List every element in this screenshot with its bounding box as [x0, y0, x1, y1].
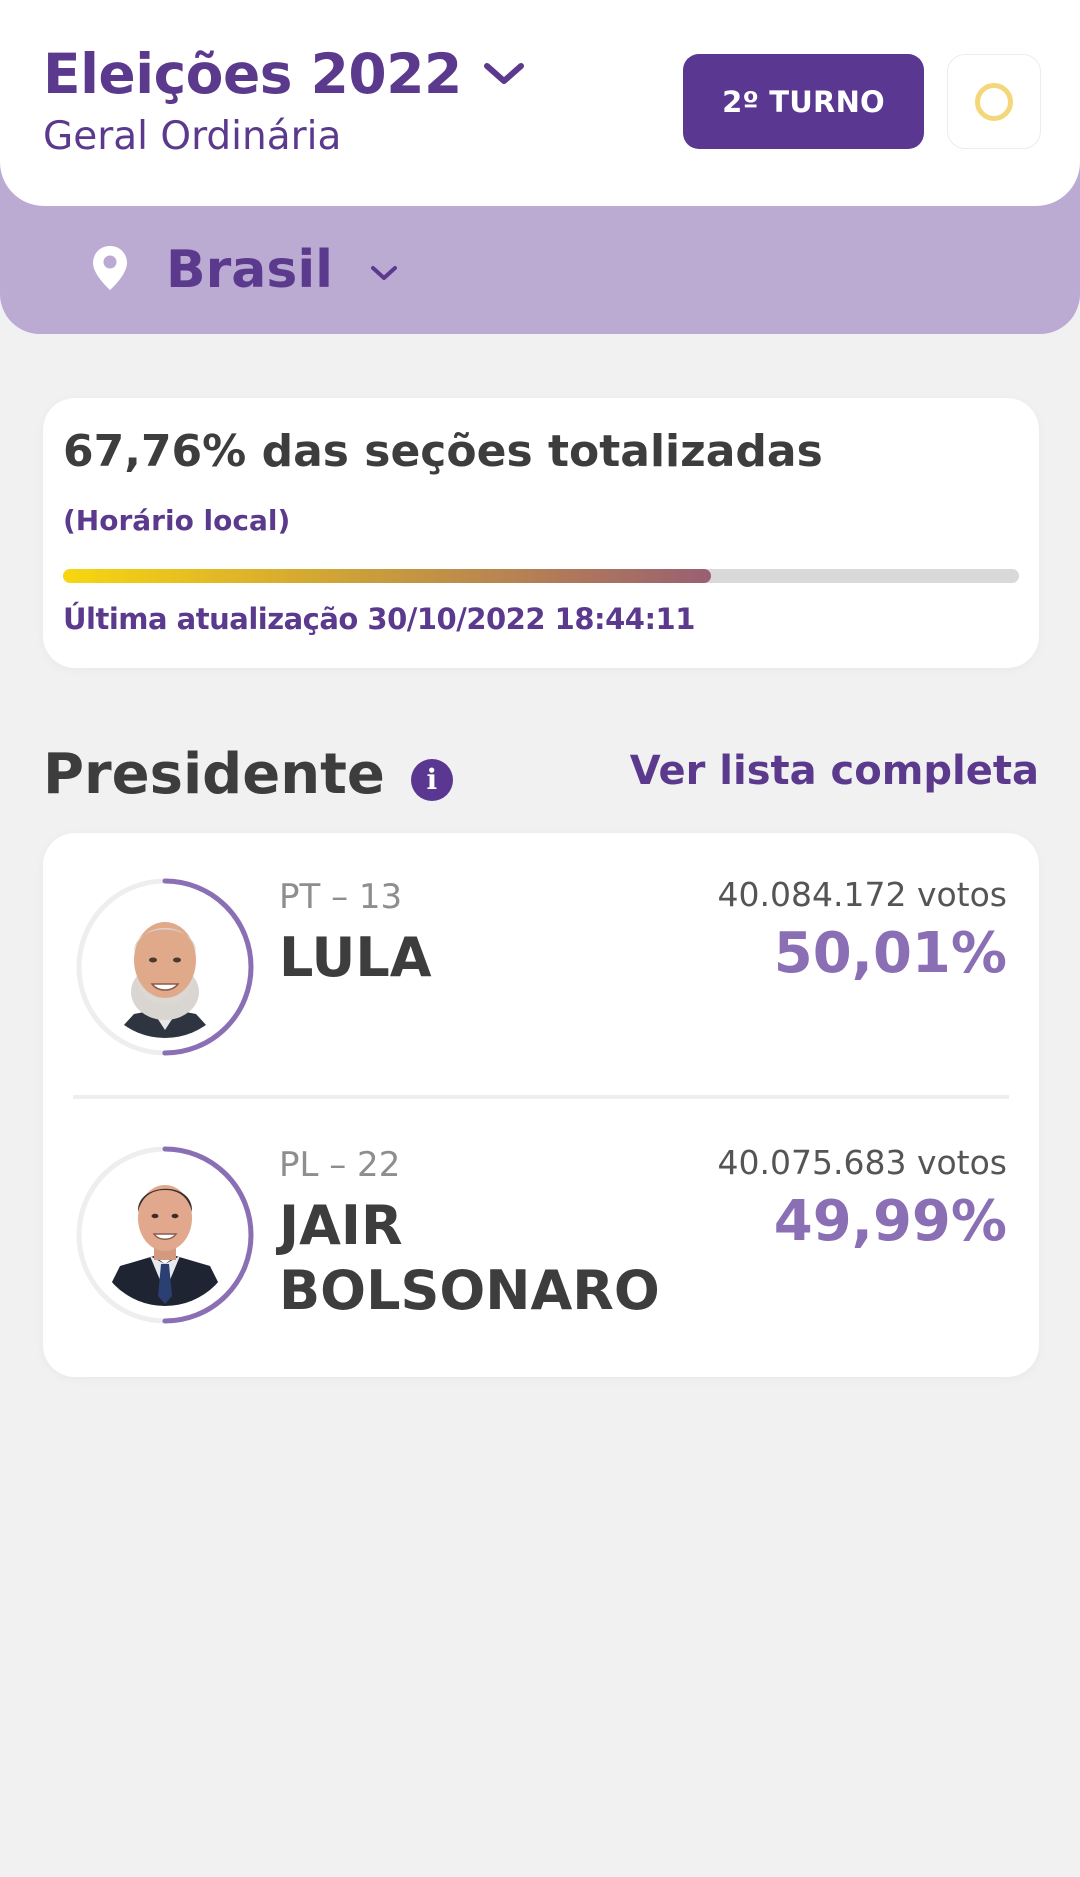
- divider: [73, 1095, 1009, 1099]
- avatar: [94, 1164, 236, 1306]
- section-title: Presidente: [43, 742, 385, 807]
- map-pin-icon: [90, 244, 130, 296]
- see-full-list-link[interactable]: Ver lista completa: [629, 748, 1039, 794]
- candidate-name: JAIR BOLSONARO: [279, 1194, 660, 1322]
- candidate-name: LULA: [279, 926, 432, 989]
- avatar: [94, 896, 236, 1038]
- sun-icon: [975, 82, 1013, 121]
- election-subtitle: Geral Ordinária: [43, 114, 342, 159]
- election-selector[interactable]: Eleições 2022: [43, 42, 526, 106]
- section-header: Presidente i: [43, 742, 453, 807]
- candidate-photo: [73, 1143, 257, 1327]
- round-button[interactable]: 2º TURNO: [683, 54, 924, 149]
- info-icon[interactable]: i: [410, 758, 453, 801]
- candidate-photo: [73, 875, 257, 1059]
- header: Eleições 2022 Geral Ordinária 2º TURNO: [0, 0, 1080, 206]
- progress-bar: [63, 569, 1019, 583]
- totalization-card: 67,76% das seções totalizadas (Horário l…: [43, 398, 1039, 668]
- candidate-party: PT – 13: [279, 877, 403, 917]
- candidates-card: PT – 13 LULA 40.084.172 votos 50,01%: [43, 833, 1039, 1377]
- candidate-votes: 40.075.683 votos: [717, 1143, 1007, 1182]
- totalization-headline: 67,76% das seções totalizadas: [63, 426, 823, 477]
- timezone-note: (Horário local): [63, 504, 291, 537]
- location-label: Brasil: [166, 240, 333, 300]
- candidate-percent: 50,01%: [773, 921, 1007, 986]
- candidate-percent: 49,99%: [773, 1189, 1007, 1254]
- candidate-party: PL – 22: [279, 1145, 401, 1185]
- chevron-down-icon: [369, 263, 399, 287]
- candidate-votes: 40.084.172 votos: [717, 875, 1007, 914]
- election-title: Eleições 2022: [43, 42, 462, 106]
- progress-bar-fill: [63, 569, 711, 583]
- theme-toggle-button[interactable]: [947, 54, 1041, 149]
- last-update: Última atualização 30/10/2022 18:44:11: [63, 602, 695, 636]
- chevron-down-icon: [482, 60, 526, 92]
- location-selector[interactable]: Brasil: [90, 238, 399, 302]
